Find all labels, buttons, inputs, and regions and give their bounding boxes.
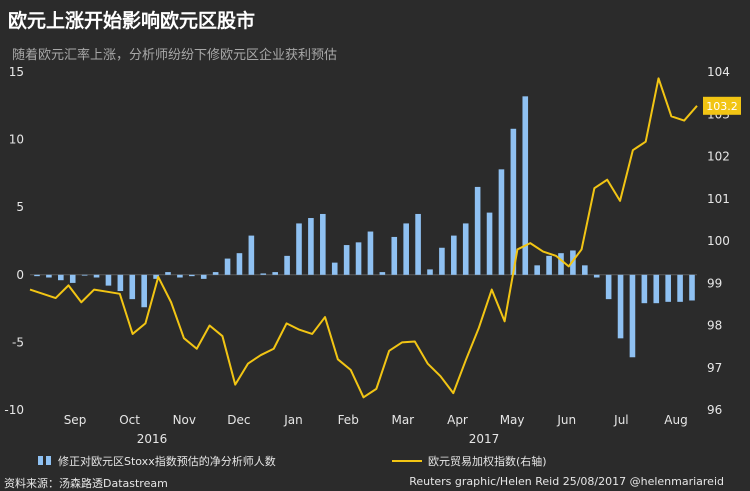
legend-line-label: 欧元贸易加权指数(右轴) [428,455,547,468]
bar [343,245,350,275]
x-tick-label: Mar [391,413,414,427]
bar [498,169,505,275]
bar [331,262,338,275]
y-right-tick-label: 98 [707,319,722,333]
bar [641,274,648,304]
bar [534,265,540,275]
bar [129,274,136,300]
bar [367,231,374,275]
bar [558,253,564,275]
bar [653,274,660,304]
bar [665,274,671,302]
x-tick-label: Oct [119,413,140,427]
bar [522,96,529,275]
y-right-tick-label: 101 [707,192,730,206]
last-value-label: 103.2 [706,100,738,113]
bar [629,274,636,358]
bar [570,250,576,275]
bar [165,272,171,275]
chart-title: 欧元上涨开始影响欧元区股市 [8,10,256,32]
bar [617,274,624,339]
series-line [29,77,698,399]
bar [427,269,433,275]
bar [593,274,600,278]
bar [439,247,445,275]
bar [677,274,683,302]
bar [81,274,88,276]
bar [403,223,409,275]
bar [105,274,112,286]
x-year-label: 2016 [137,432,168,446]
bar [582,265,588,275]
credit-note: Reuters graphic/Helen Reid 25/08/2017 @h… [409,475,724,488]
bar [260,273,267,275]
x-tick-label: Jul [613,413,628,427]
bar [69,274,76,283]
y-right-tick-label: 100 [707,234,730,248]
x-tick-label: Sep [64,413,87,427]
legend-bars-swatch [38,455,54,468]
bar [117,274,124,292]
y-right-tick-label: 96 [707,403,722,417]
y-left-tick-label: 10 [9,133,24,147]
x-tick-label: Dec [227,413,250,427]
bar [689,274,695,301]
bar [284,255,290,275]
bar [141,274,147,308]
bar [296,223,302,275]
bar [605,274,612,300]
y-right-tick-label: 102 [707,150,730,164]
bar [486,212,493,275]
bar [58,274,64,281]
bar [248,235,255,275]
last-value-badge [703,96,741,115]
bar [462,223,469,275]
bar [93,274,100,278]
bar [34,274,40,277]
x-tick-label: Nov [173,413,196,427]
bar [236,253,243,275]
bar [355,242,362,275]
y-right-tick-label: 104 [707,65,730,79]
legend-line-swatch [392,460,422,462]
y-left-tick-label: 5 [16,200,24,214]
y-right-tick-label: 99 [707,276,722,290]
legend-bars-label: 修正对欧元区Stoxx指数预估的净分析师人数 [58,455,276,468]
bar [546,255,552,275]
bar [200,274,207,279]
y-left-tick-label: 0 [16,268,24,282]
bar [189,274,195,277]
x-tick-label: Jan [283,413,303,427]
bar [224,258,231,275]
y-left-tick-label: -5 [12,335,24,349]
bar [415,213,421,275]
legend-bars: 修正对欧元区Stoxx指数预估的净分析师人数 [38,453,276,469]
bar [474,186,481,275]
x-year-label: 2017 [469,432,500,446]
bar [212,272,219,275]
y-left-tick-label: 15 [9,65,24,79]
bar [320,213,326,275]
x-tick-label: Jun [556,413,576,427]
bar [391,236,398,275]
x-tick-label: Aug [664,413,687,427]
bar [272,272,278,275]
bar [510,128,517,275]
bar [379,272,386,275]
x-tick-label: Feb [338,413,359,427]
legend-line: 欧元贸易加权指数(右轴) [392,453,547,469]
bar [46,274,52,278]
bar [451,235,457,275]
x-tick-label: May [500,413,525,427]
bar [308,218,314,275]
source-note: 资料来源：汤森路透Datastream [4,477,168,490]
y-right-tick-label: 97 [707,361,722,375]
bar [177,274,183,278]
bar [153,274,159,279]
x-tick-label: Apr [447,413,468,427]
y-left-tick-label: -10 [4,403,24,417]
chart-subtitle: 随着欧元汇率上涨，分析师纷纷下修欧元区企业获利预估 [12,48,338,63]
